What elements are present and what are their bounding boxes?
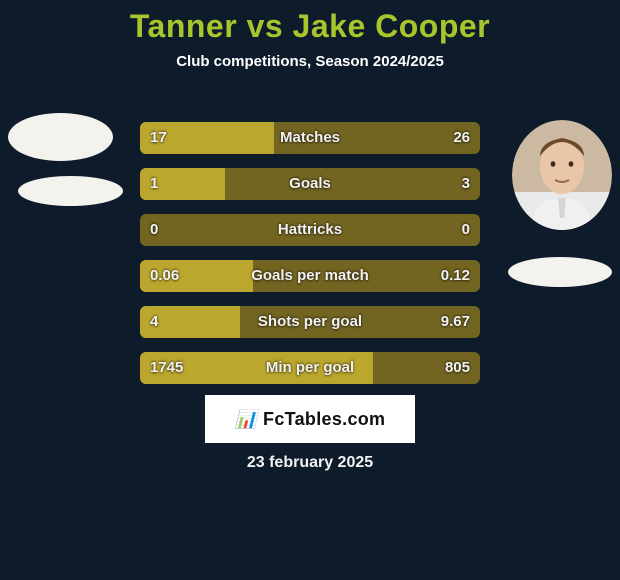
- stat-bar: 1726Matches: [140, 122, 480, 154]
- player-right-avatar: [512, 120, 612, 230]
- player-left-avatar-placeholder-1: [8, 113, 113, 161]
- footer-attribution: 📊 FcTables.com: [205, 395, 415, 443]
- chart-icon: 📊: [235, 409, 257, 430]
- subtitle: Club competitions, Season 2024/2025: [0, 53, 620, 70]
- stat-label: Hattricks: [140, 214, 480, 246]
- player-right-avatar-placeholder-2: [508, 257, 612, 287]
- stat-label: Goals per match: [140, 260, 480, 292]
- stat-bar: 1745805Min per goal: [140, 352, 480, 384]
- stat-bar: 0.060.12Goals per match: [140, 260, 480, 292]
- stat-label: Shots per goal: [140, 306, 480, 338]
- footer-text: FcTables.com: [263, 409, 385, 430]
- stat-label: Min per goal: [140, 352, 480, 384]
- stat-label: Matches: [140, 122, 480, 154]
- comparison-infographic: Tanner vs Jake Cooper Club competitions,…: [0, 0, 620, 580]
- title: Tanner vs Jake Cooper: [0, 0, 620, 45]
- player-left-avatar-placeholder-2: [18, 176, 123, 206]
- stat-label: Goals: [140, 168, 480, 200]
- stat-bar: 49.67Shots per goal: [140, 306, 480, 338]
- stat-bar: 13Goals: [140, 168, 480, 200]
- stats-bars: 1726Matches 13Goals 00Hattricks 0.060.12Goa…: [140, 122, 480, 398]
- date: 23 february 2025: [0, 454, 620, 472]
- stat-bar: 00Hattricks: [140, 214, 480, 246]
